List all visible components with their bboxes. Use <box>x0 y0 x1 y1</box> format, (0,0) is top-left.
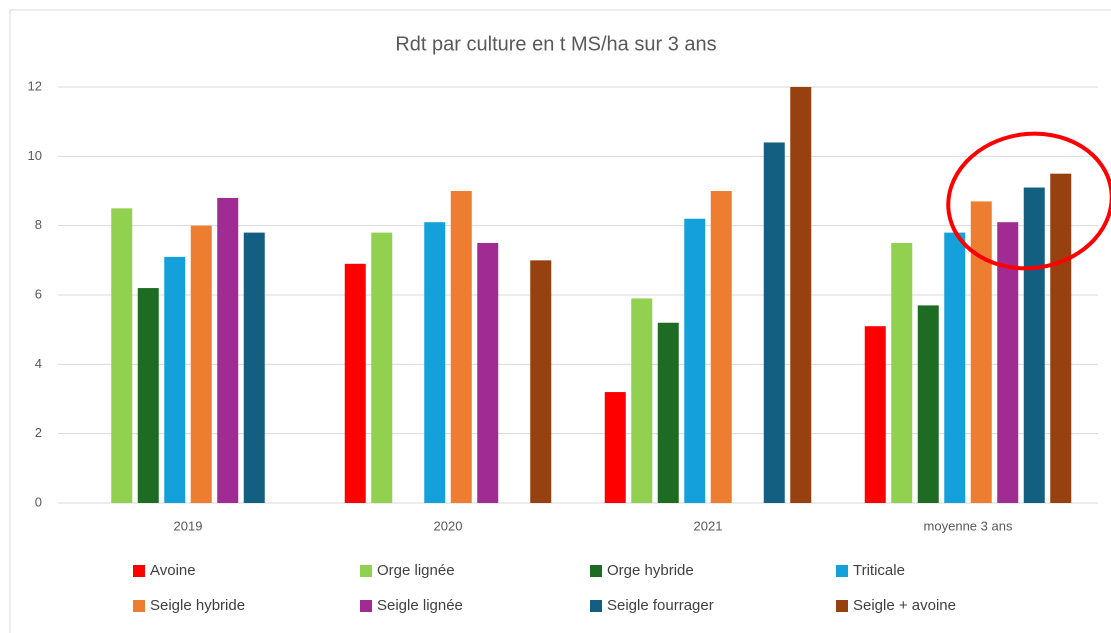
bar <box>997 222 1019 503</box>
bar <box>604 392 626 503</box>
bar <box>864 326 886 503</box>
bar <box>790 87 812 503</box>
bar <box>1050 173 1072 503</box>
y-tick-label: 4 <box>35 356 42 371</box>
bar <box>111 208 133 504</box>
bar <box>243 232 265 503</box>
legend-swatch <box>836 565 848 577</box>
bar <box>970 201 992 503</box>
legend-swatch <box>133 600 145 612</box>
x-tick-label: 2019 <box>174 518 203 533</box>
bar <box>710 191 732 503</box>
bar <box>944 232 966 503</box>
legend-swatch <box>590 565 602 577</box>
legend-swatch <box>590 600 602 612</box>
bar <box>763 142 785 503</box>
bar <box>137 288 159 503</box>
bar <box>1023 187 1045 504</box>
legend-swatch <box>133 565 145 577</box>
bar <box>657 322 679 503</box>
bar <box>891 243 913 503</box>
legend-label: Avoine <box>150 562 196 579</box>
bar <box>344 263 366 503</box>
x-tick-label: 2021 <box>694 518 723 533</box>
legend-label: Triticale <box>853 562 905 579</box>
bar <box>684 218 706 503</box>
legend-label: Seigle lignée <box>377 597 463 614</box>
legend-label: Seigle + avoine <box>853 597 956 614</box>
y-tick-label: 6 <box>35 286 42 301</box>
bar <box>917 305 939 503</box>
bar <box>477 243 499 503</box>
bar <box>631 298 653 503</box>
highlight-ellipse <box>946 131 1111 271</box>
legend-swatch <box>360 565 372 577</box>
legend-label: Orge lignée <box>377 562 455 579</box>
bar <box>217 197 239 503</box>
bar <box>530 260 552 503</box>
y-tick-label: 0 <box>35 494 42 509</box>
legend-swatch <box>360 600 372 612</box>
bar <box>164 256 186 503</box>
bar <box>450 191 472 503</box>
y-tick-label: 2 <box>35 425 42 440</box>
y-tick-label: 8 <box>35 217 42 232</box>
bar <box>371 232 393 503</box>
y-tick-label: 10 <box>28 148 42 163</box>
legend-label: Orge hybride <box>607 562 694 579</box>
bar <box>424 222 446 503</box>
legend-label: Seigle fourrager <box>607 597 714 614</box>
x-tick-label: 2020 <box>434 518 463 533</box>
y-tick-label: 12 <box>28 78 42 93</box>
x-tick-label: moyenne 3 ans <box>924 518 1013 533</box>
legend-swatch <box>836 600 848 612</box>
legend-label: Seigle hybride <box>150 597 245 614</box>
chart-title: Rdt par culture en t MS/ha sur 3 ans <box>395 33 716 55</box>
bar <box>190 225 212 503</box>
plot: 0 2 4 6 8 10 12 2019 2020 2021 moyenne 3 ans Avoine… <box>28 78 1098 614</box>
